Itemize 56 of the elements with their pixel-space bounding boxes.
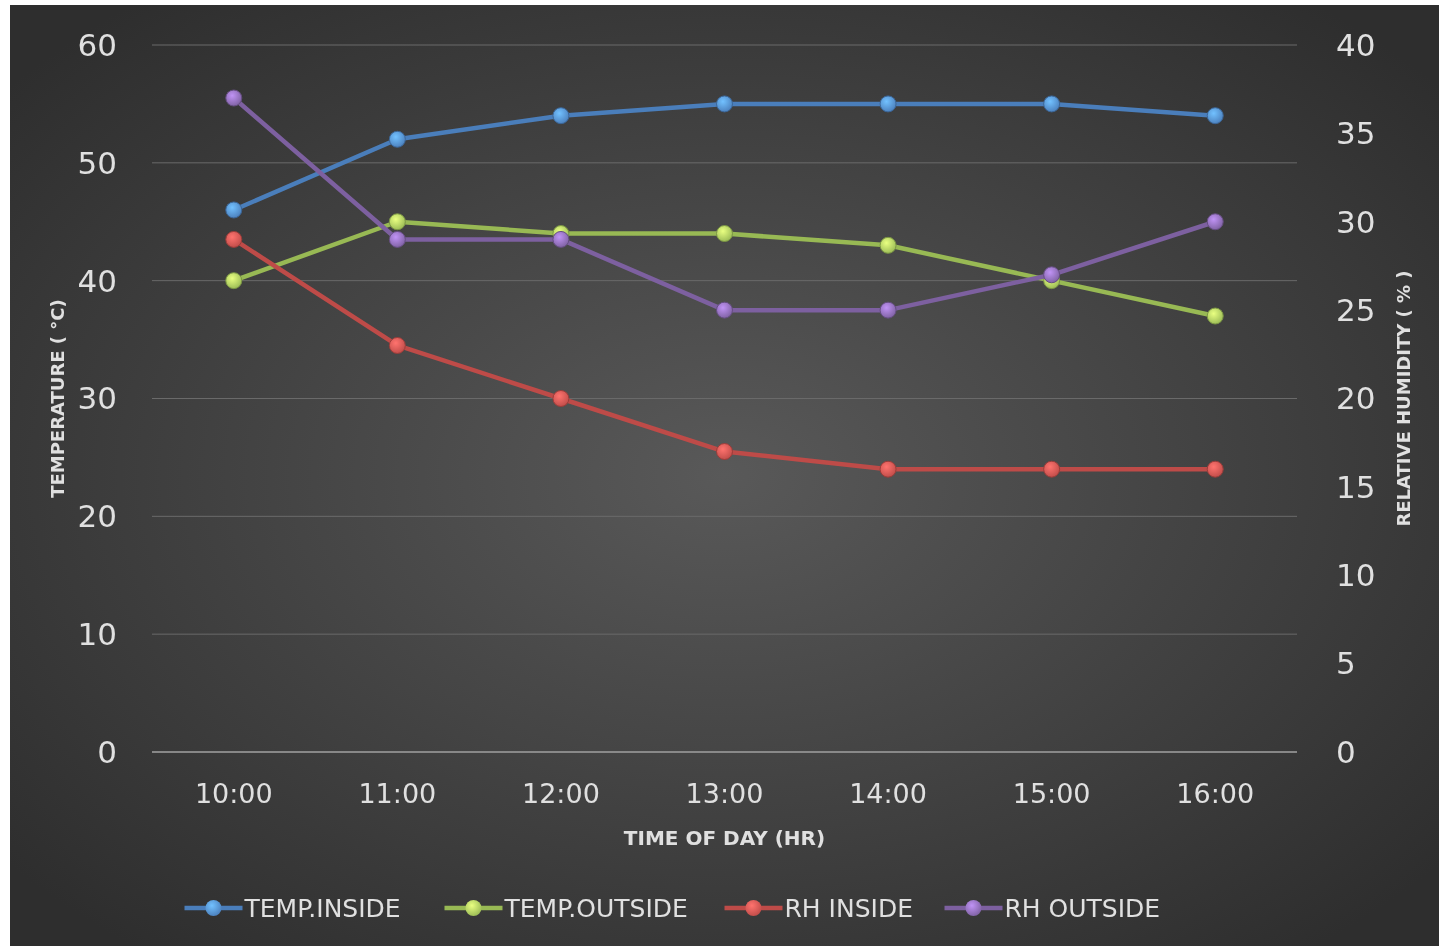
x-tick-label: 11:00 [358,778,437,810]
y2-tick-label: 25 [1336,291,1376,328]
point [879,301,897,319]
y-tick-label: 50 [77,144,117,181]
point [1043,460,1061,478]
point [1206,107,1224,125]
legend-label: RH OUTSIDE [1004,893,1161,923]
point [716,225,733,243]
x-axis-title: TIME OF DAY (HR) [623,826,826,850]
y-axis-title: TEMPERATURE ( °C) [47,299,69,498]
x-tick-label: 14:00 [849,778,927,810]
point [225,272,243,290]
y2-tick-label: 35 [1336,115,1376,152]
point [1043,266,1061,284]
x-tick-label: 13:00 [685,778,764,810]
y2-axis-title: RELATIVE HUMIDITY ( % ) [1393,270,1415,527]
point [225,201,243,219]
y2-tick-label: 30 [1336,203,1376,240]
x-tick-label: 12:00 [522,778,600,810]
x-tick-label: 16:00 [1176,778,1255,810]
y-tick-label: 10 [77,616,117,653]
legend-label: TEMP.INSIDE [243,893,401,923]
y-tick-label: 0 [97,733,117,770]
point [552,107,570,125]
point [225,230,243,248]
point [388,130,406,148]
point [879,236,897,254]
legend-label: RH INSIDE [784,893,913,923]
point [1206,307,1224,325]
y2-tick-label: 10 [1336,557,1376,594]
legend-label: TEMP.OUTSIDE [503,893,688,923]
point [1206,460,1224,478]
point [1206,213,1224,231]
point [388,230,406,248]
y-tick-label: 30 [77,380,117,417]
x-tick-label: 10:00 [194,778,273,810]
point [225,89,243,107]
point [716,443,733,461]
point [716,301,733,319]
y2-tick-label: 15 [1336,468,1376,505]
point [552,390,570,407]
point [879,95,897,113]
point [1043,95,1061,113]
point [388,213,406,231]
x-tick-label: 15:00 [1012,778,1091,810]
y-tick-label: 20 [77,498,117,535]
point [388,336,406,354]
y2-tick-label: 40 [1336,26,1376,63]
point [552,230,570,248]
y2-tick-label: 5 [1336,645,1356,682]
y-tick-label: 40 [77,262,117,299]
y2-tick-label: 20 [1336,380,1376,417]
point [716,95,733,113]
point [879,460,897,478]
y-tick-label: 60 [77,26,117,63]
y2-tick-label: 0 [1336,733,1356,770]
